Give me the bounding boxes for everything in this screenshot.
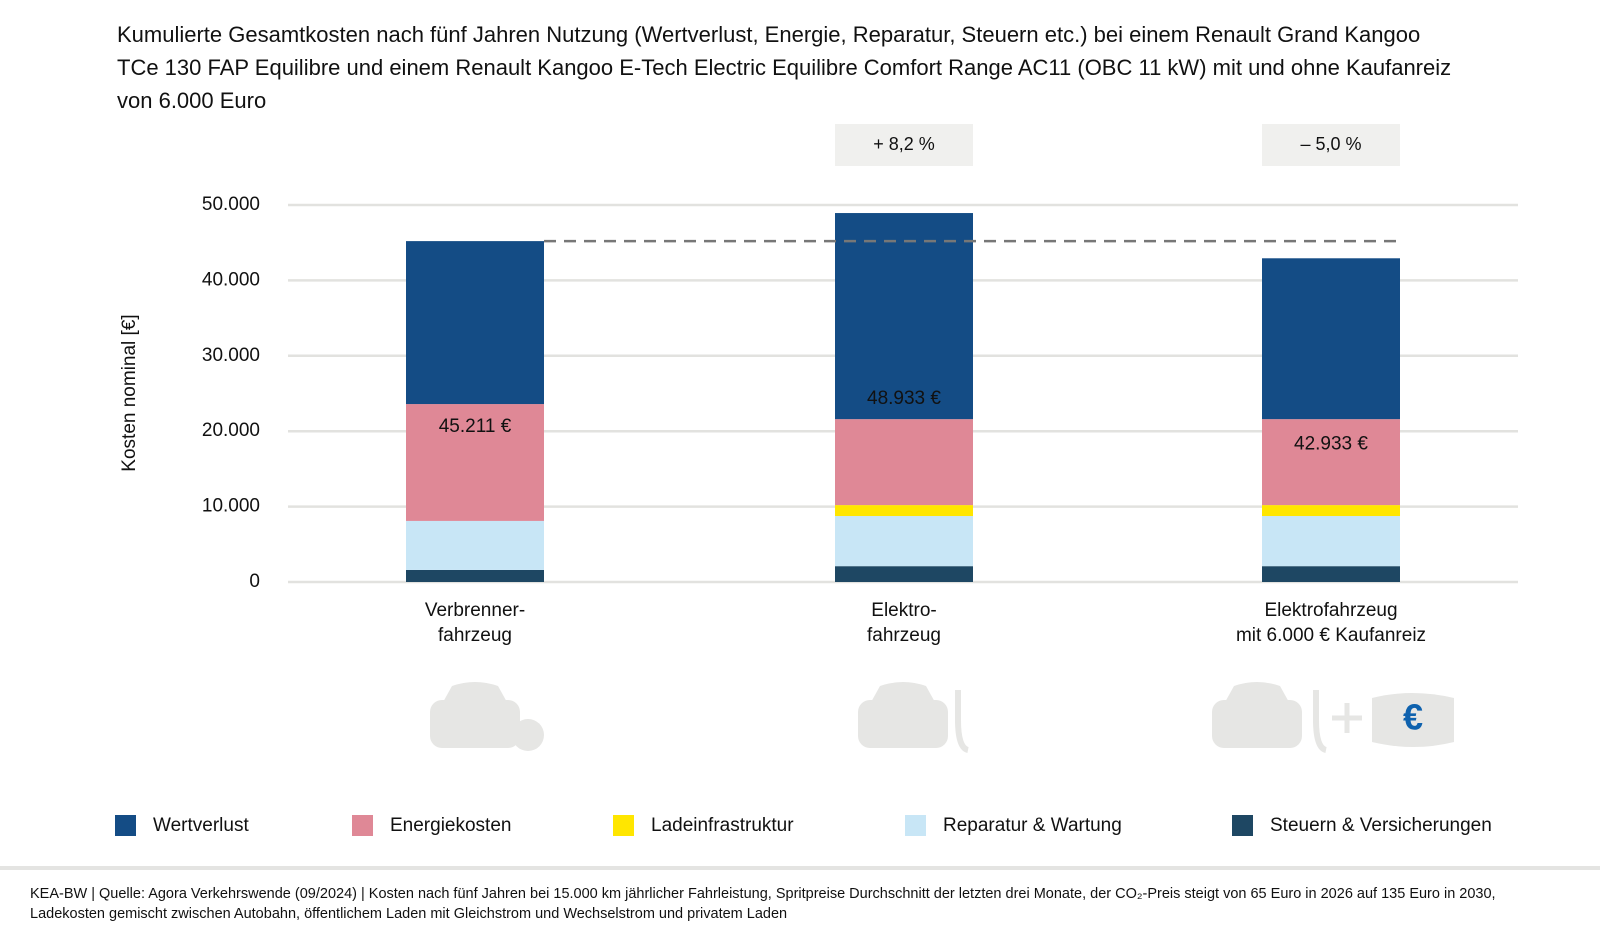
- icons: [430, 682, 1454, 753]
- car-icon: [858, 700, 948, 748]
- legend-label: Steuern & Versicherungen: [1270, 815, 1492, 836]
- change-badge: [1262, 124, 1400, 166]
- bar-segment: [835, 505, 973, 517]
- y-tick-label: 30.000: [202, 345, 260, 366]
- legend-swatch: [905, 815, 926, 836]
- legend-swatch: [352, 815, 373, 836]
- legend-swatch: [115, 815, 136, 836]
- bar-segment: [1262, 516, 1400, 567]
- change-label: + 8,2 %: [873, 134, 935, 154]
- money-icon: [1372, 693, 1454, 747]
- car-icon: [442, 682, 508, 704]
- bar-segment: [1262, 419, 1400, 506]
- bar-segment: [1262, 566, 1400, 582]
- legend-label: Wertverlust: [153, 815, 249, 836]
- legend-swatch: [1232, 815, 1253, 836]
- total-label: 48.933 €: [867, 388, 941, 409]
- bar-segment: [835, 419, 973, 506]
- x-tick-label: Verbrenner- fahrzeug: [424, 600, 526, 646]
- legend-label: Energiekosten: [390, 815, 511, 836]
- legend-label: Ladeinfrastruktur: [651, 815, 794, 836]
- y-tick-label: 0: [249, 571, 260, 592]
- bar-segment: [1262, 505, 1400, 517]
- bar-segment: [835, 566, 973, 582]
- y-tick-label: 40.000: [202, 269, 260, 290]
- plug-icon: [955, 690, 970, 753]
- bar-segment: [406, 569, 544, 582]
- bar-segment: [406, 241, 544, 405]
- plus-icon: [1332, 703, 1362, 733]
- bar-segment: [406, 404, 544, 521]
- legend-swatch: [613, 815, 634, 836]
- plug-icon: [1313, 690, 1328, 753]
- y-tick-label: 10.000: [202, 496, 260, 517]
- car-icon: [1212, 700, 1302, 748]
- car-icon: [430, 700, 520, 748]
- bar-segment: [835, 516, 973, 567]
- footer: KEA-BW | Quelle: Agora Verkehrswende (09…: [30, 886, 1496, 922]
- total-label: 45.211 €: [439, 416, 512, 437]
- total-label: 42.933 €: [1294, 433, 1368, 454]
- change-badge: [835, 124, 973, 166]
- euro-icon: €: [1403, 697, 1423, 738]
- legend-label: Reparatur & Wartung: [943, 815, 1122, 836]
- y-tick-label: 20.000: [202, 420, 260, 441]
- bar-segment: [835, 213, 973, 420]
- y-axis-label: Kosten nominal [€]: [119, 314, 140, 471]
- chart-title: Kumulierte Gesamtkosten nach fünf Jahren…: [117, 22, 1452, 113]
- bar-segment: [1262, 258, 1400, 420]
- x-tick-label: Elektrofahrzeug mit 6.000 € Kaufanreiz: [1235, 600, 1427, 646]
- change-label: – 5,0 %: [1300, 134, 1361, 154]
- car-icon: [1224, 682, 1290, 704]
- x-tick-label: Elektro- fahrzeug: [867, 600, 941, 646]
- y-tick-label: 50.000: [202, 194, 260, 215]
- bar-segment: [406, 520, 544, 570]
- exhaust-icon: [512, 719, 544, 751]
- car-icon: [870, 682, 936, 704]
